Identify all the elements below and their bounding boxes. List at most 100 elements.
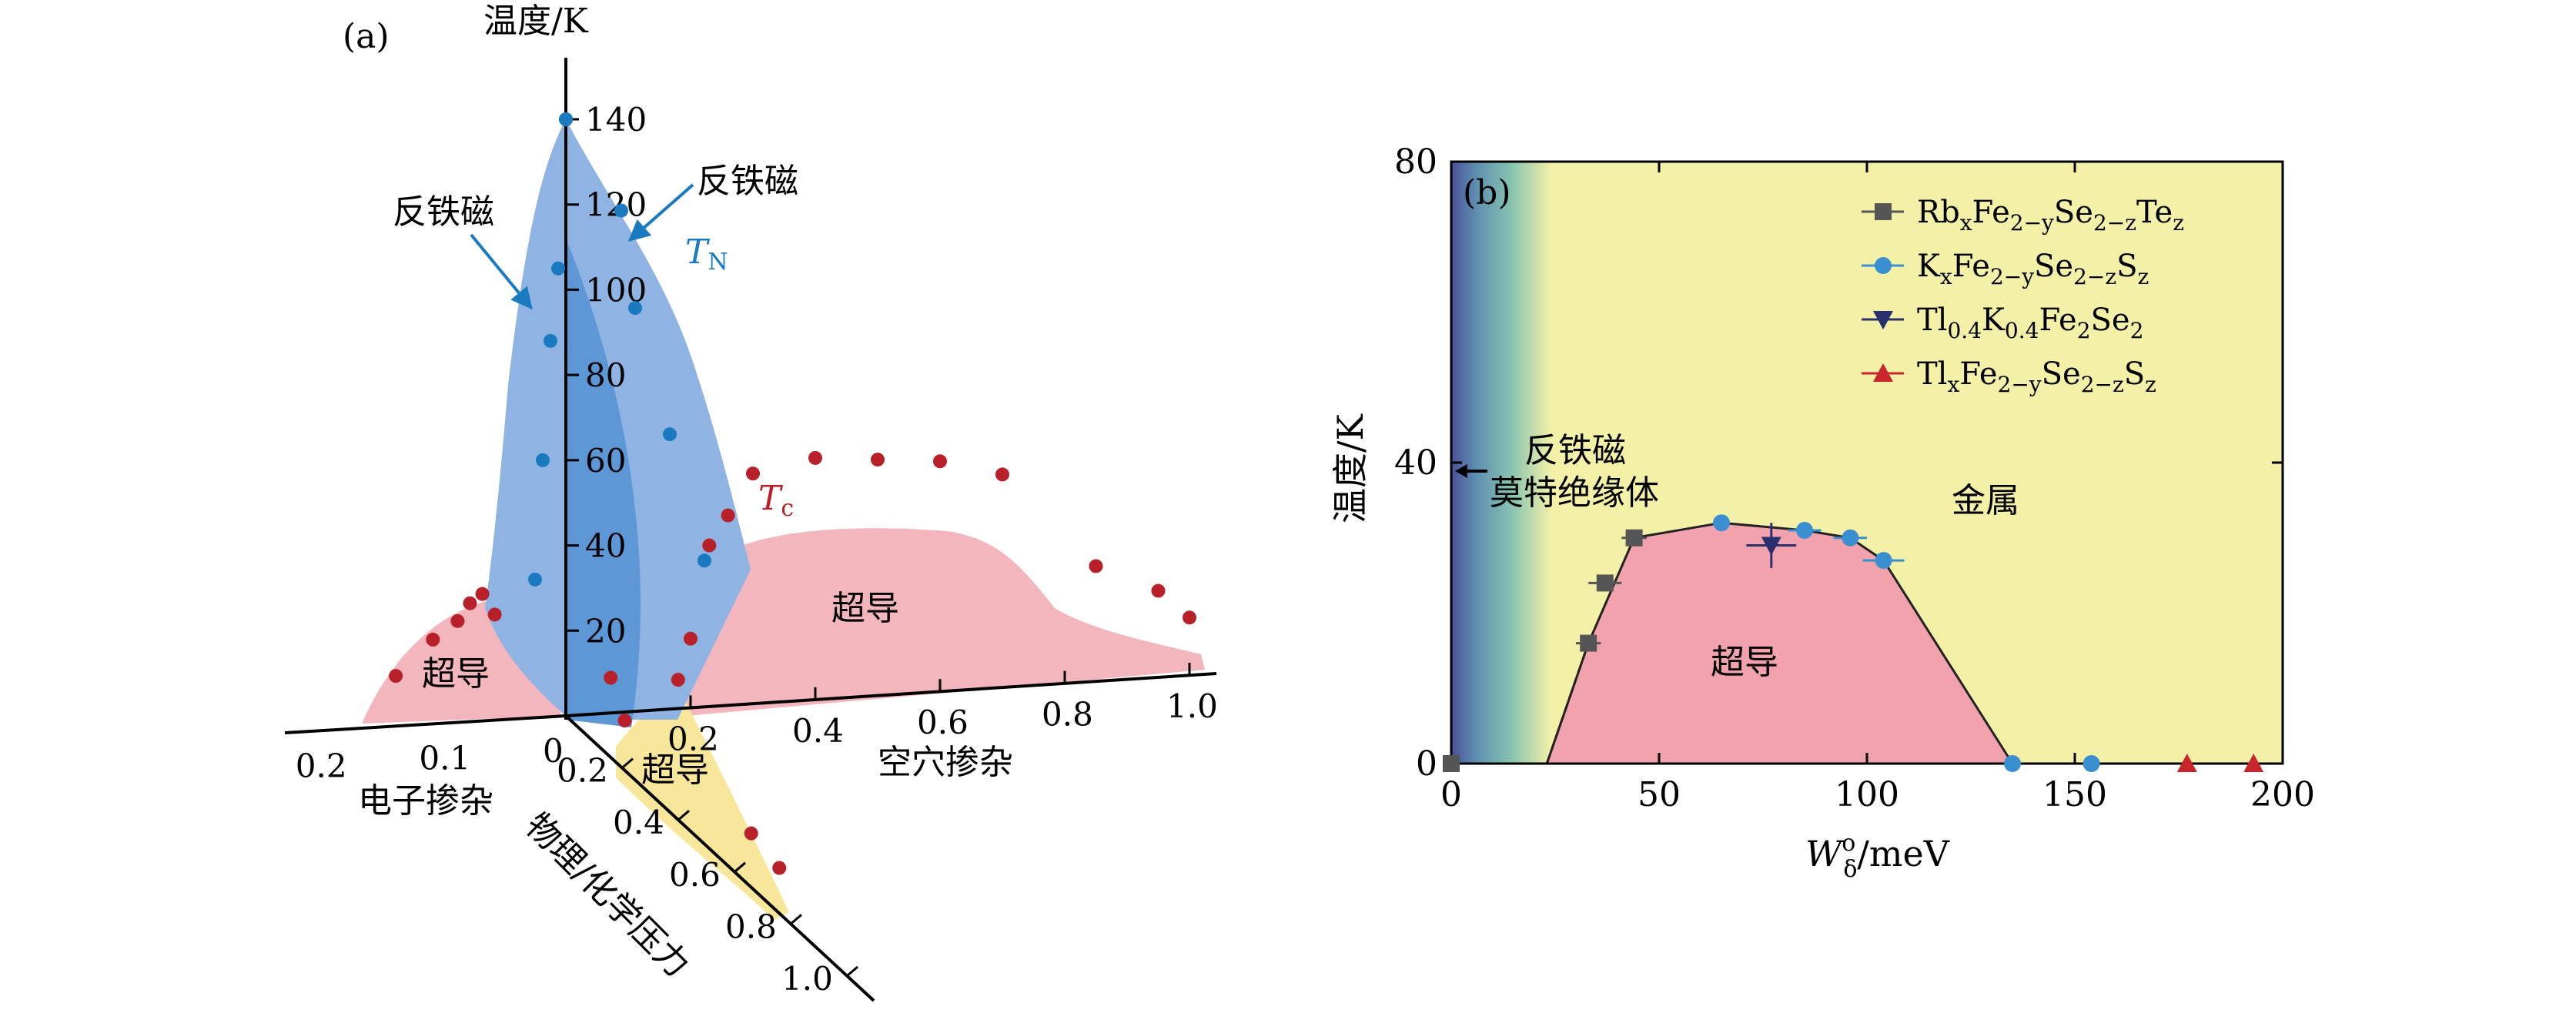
tn-point	[559, 112, 573, 126]
temp-tick-label: 120	[585, 186, 647, 224]
tc-point	[1183, 610, 1196, 625]
data-point-triangle-up	[1873, 363, 1893, 382]
x-ticks: 0 50 100 150 200	[1440, 162, 2315, 814]
electron-tick-label: 0.2	[296, 747, 347, 784]
data-point-square	[1625, 529, 1643, 547]
hole-tick-label: 0.4	[792, 712, 844, 750]
hole-axis	[565, 672, 1217, 717]
tc-point	[426, 632, 440, 647]
tn-point	[544, 333, 557, 348]
pressure-tick-mark	[621, 757, 634, 769]
pressure-tick-mark	[677, 810, 690, 821]
legend-text: Tlx​Fe2−y​Se2−z​Sz​	[1917, 356, 2156, 397]
tc-point	[1151, 583, 1166, 598]
x-axis-label-unit: /meV	[1857, 833, 1949, 874]
data-point-circle	[1875, 552, 1892, 570]
hole-tick-label: 1.0	[1166, 687, 1218, 725]
temp-axis-label: 温度/K	[483, 2, 589, 41]
legend-text: Rbx​Fe2−y​Se2−z​Tez​	[1917, 195, 2184, 236]
tn-point	[536, 453, 550, 467]
sc-dome-dashed-edge	[1545, 643, 1590, 764]
legend: Rbx​Fe2−y​Se2−z​Tez​ Kx​Fe2−y​Se2−z​Sz​ Tl…	[1862, 195, 2184, 397]
tc-point	[933, 454, 947, 469]
tn-label: TN	[685, 232, 728, 276]
x-tick-label: 200	[2250, 775, 2315, 814]
tn-point	[551, 261, 565, 276]
x-tick-label: 100	[1835, 775, 1899, 814]
tn-point	[663, 427, 677, 442]
tc-label-main: T	[758, 479, 784, 518]
afm-dome-front	[485, 119, 570, 720]
region-afm-line2: 莫特绝缘体	[1490, 473, 1659, 513]
tc-point	[1089, 559, 1103, 573]
tn-label-main: T	[685, 232, 711, 272]
afm-arrow-left	[470, 233, 533, 310]
tc-point	[744, 826, 758, 841]
pressure-tick-mark	[734, 861, 746, 873]
sc-label-pressure: 超导	[641, 751, 709, 790]
tc-label-sub: c	[781, 495, 794, 522]
tc-point	[746, 466, 760, 481]
hole-ticks: 0.2 0.4 0.6 0.8 1.0	[667, 663, 1218, 757]
pressure-ticks: 0.20.40.60.81.0	[557, 752, 858, 998]
region-sc: 超导	[1711, 643, 1778, 682]
tn-point	[528, 572, 542, 587]
tc-point	[995, 467, 1009, 482]
tc-point	[450, 613, 465, 628]
x-axis-label-sub: δ	[1843, 856, 1857, 883]
x-axis-label-sup: o	[1842, 830, 1855, 857]
tn-points	[528, 112, 711, 587]
y-tick-label: 0	[1416, 744, 1437, 784]
data-point-square	[1875, 203, 1892, 220]
tc-point	[808, 450, 822, 465]
data-point-circle	[2083, 755, 2100, 772]
sc-label-right: 超导	[831, 589, 899, 628]
mott-gradient	[1451, 162, 1551, 764]
tc-point	[389, 669, 403, 684]
tc-point	[772, 861, 787, 875]
tc-point	[463, 596, 477, 610]
afm-dome-inner	[566, 239, 641, 727]
y-ticks: 0 40 80	[1394, 142, 2283, 784]
tc-point	[721, 508, 735, 523]
electron-axis	[284, 714, 567, 734]
temp-tick-label: 20	[585, 612, 626, 650]
electron-tick-label: 0.1	[419, 740, 470, 777]
tc-points	[389, 450, 1196, 875]
legend-text: Tl0.4​K0.4​Fe2​Se2​	[1917, 303, 2143, 343]
afm-label-left: 反铁磁	[393, 192, 494, 232]
hole-tick-label: 0.2	[667, 720, 719, 757]
data-point-triangle-up	[2176, 754, 2197, 772]
data-points	[1443, 514, 2264, 772]
tc-point	[604, 670, 618, 685]
electron-axis-label: 电子掺杂	[358, 781, 493, 821]
data-point-circle	[1796, 521, 1813, 539]
tn-point	[614, 203, 628, 218]
tc-point	[684, 631, 698, 646]
tn-point	[628, 301, 642, 316]
y-arrow-head	[1455, 464, 1467, 478]
data-point-square	[1443, 755, 1460, 772]
pressure-tick-label: 0.6	[669, 856, 721, 894]
pressure-tick-label: 0.4	[613, 804, 664, 841]
pressure-tick-label: 0.8	[725, 908, 777, 945]
region-afm-line1: 反铁磁	[1524, 431, 1626, 470]
panel-a-label: (a)	[343, 17, 390, 56]
data-point-circle	[1713, 514, 1730, 532]
temp-tick-label: 80	[585, 356, 626, 394]
tc-point	[487, 607, 502, 622]
legend-text: Kx​Fe2−y​Se2−z​Sz​	[1917, 249, 2149, 289]
temp-tick-label: 40	[585, 527, 626, 565]
pressure-axis-label: 物理/化学压力	[517, 806, 697, 985]
data-point-circle	[2004, 755, 2021, 772]
electron-ticks: 0.2 0.1 0	[296, 732, 564, 784]
pressure-tick-label: 1.0	[781, 960, 833, 998]
tc-label: Tc	[758, 479, 794, 522]
x-axis-label-main: W	[1805, 833, 1845, 874]
temp-tick-label: 60	[585, 442, 626, 480]
y-tick-label: 40	[1394, 443, 1437, 483]
x-axis-label: Wo δ/meV	[1805, 830, 1950, 883]
